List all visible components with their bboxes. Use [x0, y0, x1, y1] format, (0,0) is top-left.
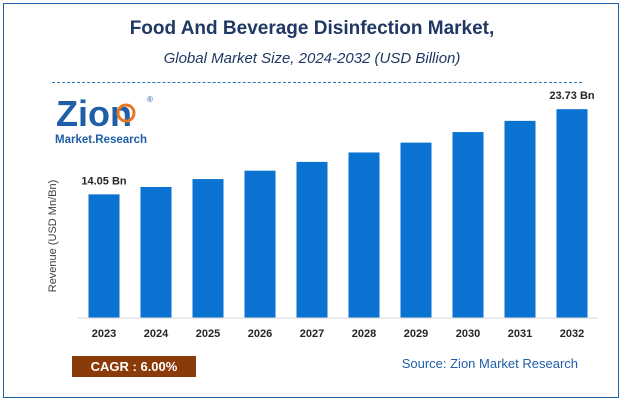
x-tick-label: 2028: [352, 328, 376, 340]
bar-2025: [192, 179, 224, 318]
bar-2031: [504, 120, 536, 318]
x-tick-label: 2026: [248, 328, 272, 340]
x-tick-label: 2031: [508, 328, 532, 340]
bar-2032: [556, 109, 588, 319]
bars-group: [88, 109, 588, 319]
x-tick-labels-group: 2023 2024 2025 2026 2027 2028 2029 2030 2031 2032: [92, 328, 584, 340]
title-divider: [52, 82, 582, 83]
cagr-badge: CAGR : 6.00%: [72, 356, 196, 377]
bar-2027: [296, 161, 328, 318]
x-tick-label: 2024: [144, 328, 169, 340]
x-tick-label: 2029: [404, 328, 428, 340]
value-label: 14.05 Bn: [81, 175, 127, 187]
chart-title: Food And Beverage Disinfection Market,: [129, 18, 495, 39]
x-tick-label: 2025: [196, 328, 220, 340]
logo-tagline: Market.Research: [55, 134, 147, 146]
zion-logo: Zion ® Market.Research: [55, 93, 153, 146]
x-tick-label: 2030: [456, 328, 480, 340]
x-tick-label: 2027: [300, 328, 324, 340]
x-tick-label: 2023: [92, 328, 116, 340]
value-label: 23.73 Bn: [549, 90, 595, 102]
logo-o-ring: [116, 103, 136, 123]
y-axis-label: Revenue (USD Mn/Bn): [47, 180, 59, 293]
source-text: Source: Zion Market Research: [401, 356, 578, 371]
chart-subtitle: Global Market Size, 2024-2032 (USD Billi…: [163, 50, 461, 67]
value-labels-group: 14.05 Bn 23.73 Bn: [81, 90, 595, 187]
bar-2024: [140, 186, 172, 318]
logo-registered-mark: ®: [147, 95, 153, 104]
bar-2028: [348, 152, 380, 318]
x-tick-label: 2032: [560, 328, 584, 340]
bar-2026: [244, 170, 276, 318]
bar-2030: [452, 132, 484, 318]
bar-2029: [400, 142, 432, 318]
bar-2023: [88, 194, 120, 318]
